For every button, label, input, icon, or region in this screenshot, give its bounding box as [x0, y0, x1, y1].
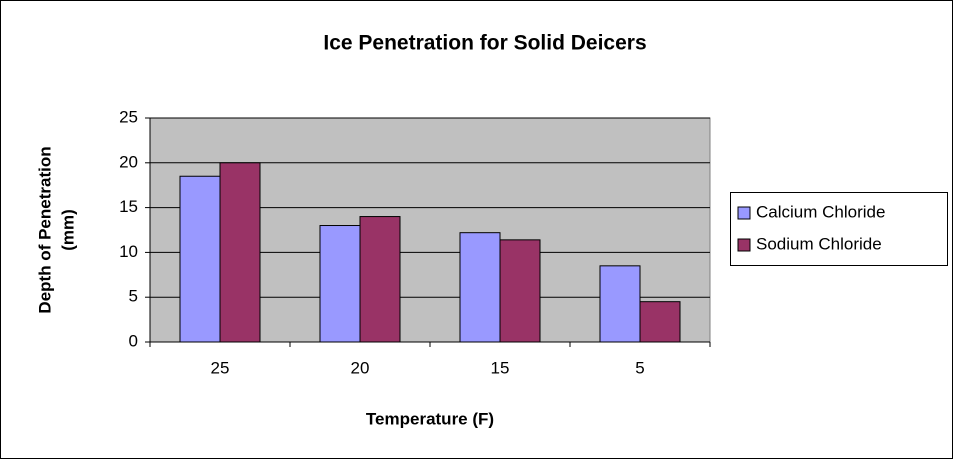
- chart-title: Ice Penetration for Solid Deicers: [323, 32, 646, 55]
- bar: [599, 265, 641, 343]
- y-tick-label: 20: [119, 152, 138, 171]
- legend-box: [730, 192, 948, 266]
- y-tick-label: 5: [129, 287, 138, 306]
- y-tick-label: 10: [119, 242, 138, 261]
- legend-label: Calcium Chloride: [756, 202, 885, 221]
- y-tick-label: 0: [129, 331, 138, 350]
- bar: [639, 301, 681, 343]
- x-tick-label: 15: [491, 358, 510, 377]
- x-tick-label: 5: [635, 358, 644, 377]
- x-tick-label: 25: [211, 358, 230, 377]
- y-axis-label: (mm): [58, 209, 77, 251]
- bar: [359, 216, 401, 343]
- bar: [319, 225, 361, 343]
- x-axis-label: Temperature (F): [366, 409, 494, 428]
- legend-swatch: [737, 206, 751, 220]
- bar: [499, 239, 541, 343]
- legend-swatch: [737, 238, 751, 252]
- y-tick-label: 15: [119, 197, 138, 216]
- y-tick-label: 25: [119, 107, 138, 126]
- bar: [459, 232, 501, 343]
- bar: [179, 175, 221, 343]
- y-axis-label: Depth of Penetration: [35, 146, 54, 313]
- x-tick-label: 20: [351, 358, 370, 377]
- bar: [219, 162, 261, 343]
- legend-label: Sodium Chloride: [756, 234, 882, 253]
